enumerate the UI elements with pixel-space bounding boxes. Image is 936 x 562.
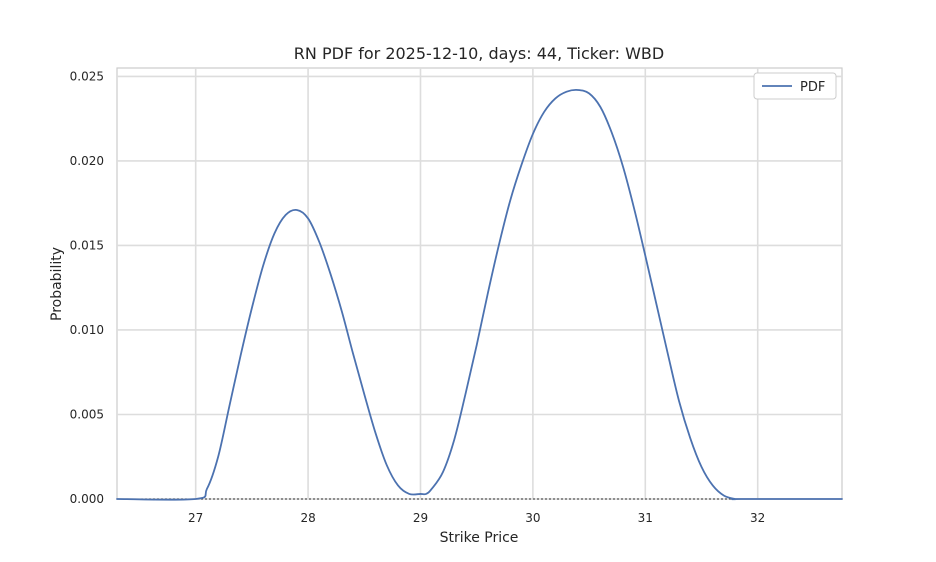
legend: PDF: [753, 72, 837, 100]
x-tick-label: 27: [188, 511, 203, 525]
y-tick-label: 0.025: [70, 69, 104, 83]
x-axis-label: Strike Price: [440, 530, 519, 546]
y-tick-label: 0.005: [70, 407, 104, 421]
series-layer: [116, 89, 843, 501]
legend-box: [753, 72, 837, 100]
chart-title: RN PDF for 2025-12-10, days: 44, Ticker:…: [294, 44, 664, 63]
x-tick-label: 28: [300, 511, 315, 525]
series-line-pdf: [116, 89, 843, 501]
x-tick-label: 29: [413, 511, 428, 525]
grid-lines: [117, 68, 842, 500]
y-axis-label: Probability: [49, 247, 65, 321]
plot-area-frame: [116, 67, 843, 500]
y-tick-label: 0.020: [70, 154, 104, 168]
legend-label: PDF: [800, 80, 825, 95]
y-tick-label: 0.010: [70, 323, 104, 337]
y-tick-label: 0.015: [70, 238, 104, 252]
x-tick-label: 31: [638, 511, 653, 525]
y-tick-labels: 0.000 0.005 0.010 0.015 0.020 0.025: [70, 69, 104, 506]
x-tick-label: 32: [750, 511, 765, 525]
y-tick-label: 0.000: [70, 492, 104, 506]
x-tick-labels: 27 28 29 30 31 32: [188, 511, 765, 525]
x-tick-label: 30: [525, 511, 540, 525]
